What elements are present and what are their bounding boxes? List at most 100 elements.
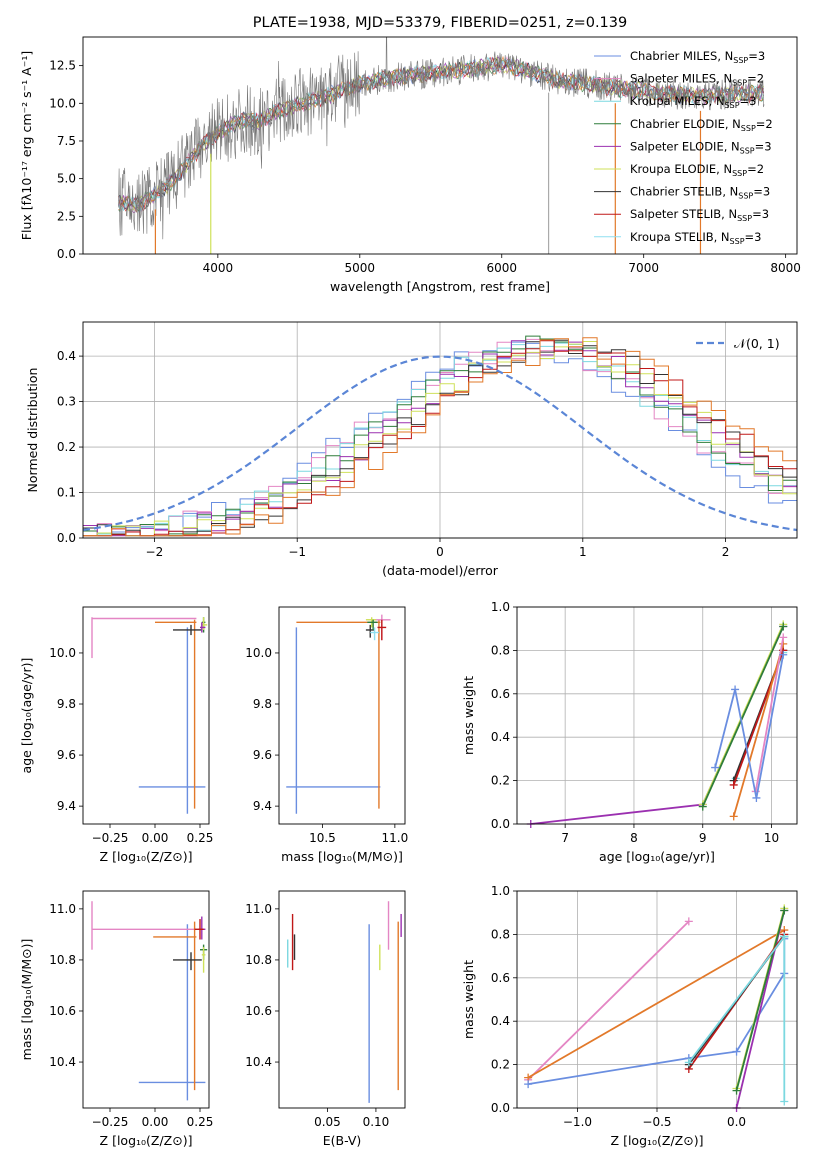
legend-suffix: =3	[755, 139, 772, 153]
plot-frame	[516, 606, 798, 825]
plot-frame	[82, 321, 798, 539]
x-tick-label: 6000	[486, 261, 517, 275]
weight-point-marker	[779, 622, 788, 631]
weight-point-marker	[684, 1058, 693, 1067]
y-tick-label: 9.6	[253, 748, 272, 762]
x-tick-label: 11.0	[382, 831, 409, 845]
y-tick-label: 0.2	[491, 1058, 510, 1072]
x-axis-label: mass [log₁₀(M/M⊙)]	[281, 849, 403, 864]
y-tick-label: 0.0	[57, 531, 76, 545]
weight-line	[732, 643, 785, 817]
y-tick-label: 10.0	[49, 96, 76, 110]
x-axis-label: (data-model)/error	[382, 563, 499, 578]
legend-text: Kroupa ELODIE, N	[630, 162, 732, 176]
y-axis-label: mass weight	[461, 676, 476, 755]
x-axis-label: E(B-V)	[323, 1133, 362, 1148]
x-tick-label: 0.25	[187, 831, 214, 845]
x-axis-label: age [log₁₀(age/yr)]	[599, 849, 715, 864]
legend-label: Kroupa ELODIE, NSSP=2	[630, 162, 764, 178]
y-axis-label: mass weight	[461, 960, 476, 1039]
legend-text: Chabrier STELIB, N	[630, 185, 738, 199]
legend-text: Chabrier MILES, N	[630, 49, 733, 63]
y-tick-label: 0.0	[57, 247, 76, 261]
legend-subscript: SSP	[732, 169, 747, 178]
plot-frame	[278, 890, 406, 1109]
y-tick-label: 5.0	[57, 172, 76, 186]
legend-suffix: =2	[747, 72, 764, 86]
y-tick-label: 0.3	[57, 395, 76, 409]
legend-label: Kroupa MILES, NSSP=3	[630, 94, 756, 110]
y-tick-label: 0.2	[57, 440, 76, 454]
legend-suffix: =3	[748, 49, 765, 63]
histogram-line	[83, 340, 797, 537]
x-tick-label: 0.25	[187, 1115, 214, 1129]
mass-vs-metallicity-panel: −0.25 0.00 0.25 10.4 10.6 10.8 11.0 Z [log₁₀(Z/…	[19, 890, 214, 1148]
y-tick-label: 9.6	[57, 748, 76, 762]
weight-point-marker	[732, 1047, 741, 1056]
plot-frame	[82, 606, 210, 825]
y-axis-label: mass [log₁₀(M/M⊙)]	[19, 939, 34, 1061]
legend-text: Salpeter ELODIE, N	[630, 139, 740, 153]
legend-suffix: =2	[747, 162, 764, 176]
y-tick-label: 10.8	[245, 953, 272, 967]
x-tick-label: 8000	[770, 261, 801, 275]
weight-point-marker	[729, 780, 738, 789]
weight-line	[714, 654, 785, 799]
y-tick-label: 9.8	[57, 697, 76, 711]
x-tick-label: 8	[630, 831, 638, 845]
weight-line	[527, 929, 785, 1079]
legend-subscript: SSP	[732, 79, 747, 88]
y-tick-label: 11.0	[49, 902, 76, 916]
y-tick-label: 2.5	[57, 209, 76, 223]
weight-point-marker	[779, 633, 788, 642]
weight-line	[527, 938, 786, 1085]
weight-point-marker	[732, 1086, 741, 1095]
y-tick-label: 0.2	[491, 774, 510, 788]
legend-suffix: =3	[745, 230, 762, 244]
x-tick-label: 2	[722, 545, 730, 559]
weight-line	[527, 920, 690, 1081]
y-tick-label: 10.6	[245, 1004, 272, 1018]
histogram-line	[83, 340, 797, 537]
x-axis-label: Z [log₁₀(Z/Z⊙)]	[611, 1133, 704, 1148]
weight-point-marker	[780, 906, 789, 915]
spectrum-panel: 4000 5000 6000 7000 8000 0.0 2.5 5.0 7.5 10.0 12.5…	[19, 15, 801, 294]
x-axis-label: Z [log₁₀(Z/Z⊙)]	[100, 849, 193, 864]
y-tick-label: 12.5	[49, 59, 76, 73]
weight-point-marker	[780, 932, 789, 941]
weight-point-marker	[698, 802, 707, 811]
legend-label: Salpeter STELIB, NSSP=3	[630, 207, 769, 223]
legend-label: Chabrier STELIB, NSSP=3	[630, 185, 770, 201]
legend-suffix: =3	[740, 94, 757, 108]
x-tick-label: −0.25	[92, 831, 129, 845]
legend-subscript: SSP	[738, 192, 753, 201]
x-tick-label: 0.10	[363, 1115, 390, 1129]
legend-subscript: SSP	[725, 101, 740, 110]
weight-vs-age-panel: 7 8 9 10 0.0 0.2 0.4 0.6 0.8 1.0 age [log₁₀(age/yr…	[461, 600, 798, 864]
weight-point-marker	[524, 1080, 533, 1089]
x-tick-label: 4000	[203, 261, 234, 275]
chart-title: PLATE=1938, MJD=53379, FIBERID=0251, z=0…	[253, 15, 627, 31]
x-axis-label: wavelength [Angstrom, rest frame]	[330, 279, 550, 294]
y-tick-label: 0.8	[491, 927, 510, 941]
y-tick-label: 10.0	[245, 646, 272, 660]
weight-point-marker	[752, 793, 761, 802]
weight-point-marker	[780, 1097, 789, 1106]
plot-frame	[82, 36, 798, 255]
x-tick-label: 7	[561, 831, 569, 845]
legend-subscript: SSP	[740, 146, 755, 155]
y-tick-label: 10.8	[49, 953, 76, 967]
y-tick-label: 0.0	[491, 817, 510, 831]
x-tick-label: 0.00	[142, 1115, 169, 1129]
weight-point-marker	[779, 650, 788, 659]
legend-suffix: =2	[756, 117, 773, 131]
weight-line	[754, 637, 785, 792]
x-tick-label: 10.5	[309, 831, 336, 845]
y-tick-label: 9.4	[253, 799, 272, 813]
x-tick-label: −1.0	[563, 1115, 592, 1129]
legend-label: Salpeter ELODIE, NSSP=3	[630, 139, 772, 155]
plot-frame	[278, 606, 406, 825]
y-tick-label: 10.4	[245, 1055, 272, 1069]
x-tick-label: 0.00	[142, 831, 169, 845]
